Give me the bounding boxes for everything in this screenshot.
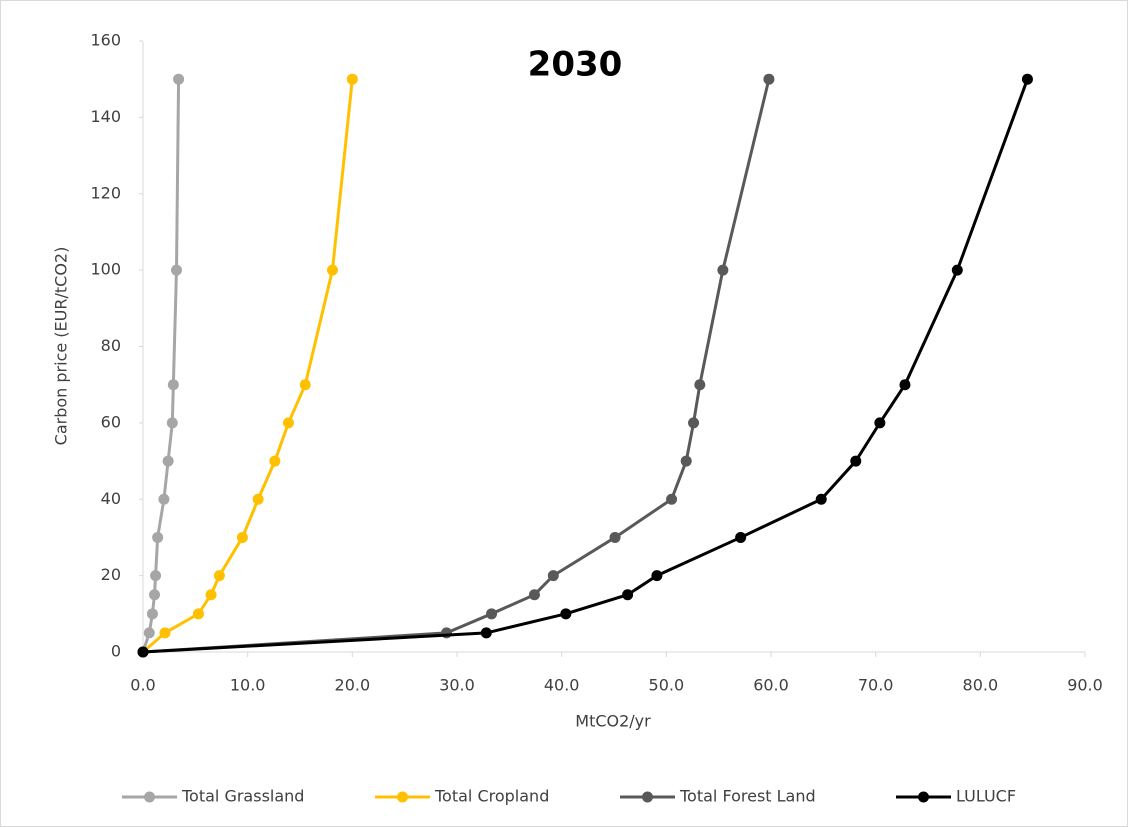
data-point [560,608,572,620]
x-tick-label: 0.0 [130,676,155,695]
series-line [142,78,1029,654]
series-line [142,78,771,654]
y-tick-label: 120 [90,183,121,202]
x-tick-label: 50.0 [649,676,685,695]
legend-marker [918,791,929,803]
data-point [150,570,162,582]
legend-label: Total Cropland [434,787,549,806]
data-point [528,589,540,601]
x-tick-label: 80.0 [963,676,999,695]
data-point [152,531,164,543]
data-point [167,379,179,391]
data-point [735,531,747,543]
data-point [951,264,963,276]
x-tick-label: 70.0 [858,676,894,695]
data-point [146,608,158,620]
data-point [609,531,621,543]
data-point [192,608,204,620]
data-point [166,417,178,429]
data-point [213,570,225,582]
data-point [158,493,170,505]
legend-marker [397,791,408,803]
data-point [173,73,185,85]
x-tick-label: 20.0 [335,676,371,695]
data-point [205,589,217,601]
x-tick-label: 40.0 [544,676,580,695]
y-tick-label: 40 [101,489,121,508]
data-point [326,264,338,276]
x-tick-label: 60.0 [753,676,789,695]
data-point [694,379,706,391]
x-tick-label: 10.0 [230,676,266,695]
data-point [480,627,492,639]
series-line [142,79,354,654]
data-point [666,493,678,505]
y-tick-label: 140 [90,107,121,126]
data-point [159,627,171,639]
data-point [850,455,862,467]
data-point [547,570,559,582]
legend-label: LULUCF [956,787,1016,806]
data-point [486,608,498,620]
data-point [170,264,182,276]
y-tick-label: 0 [111,642,121,661]
legend-label: Total Forest Land [679,787,816,806]
data-point [149,589,161,601]
y-tick-label: 100 [90,260,121,279]
chart-title: 2030 [528,45,623,85]
data-point [688,417,700,429]
y-tick-label: 160 [90,31,121,50]
data-point [282,417,294,429]
x-tick-label: 30.0 [439,676,475,695]
legend-marker [144,791,155,803]
data-point [622,589,634,601]
data-point [899,379,911,391]
data-point [299,379,311,391]
legend-label: Total Grassland [181,787,304,806]
x-axis-label: MtCO2/yr [575,712,651,731]
data-point [815,493,827,505]
data-point [346,73,358,85]
data-point [763,73,775,85]
data-point [717,264,729,276]
x-tick-label: 90.0 [1067,676,1103,695]
y-axis-label: Carbon price (EUR/tCO2) [52,247,71,446]
y-tick-label: 20 [101,565,121,584]
data-point [162,455,174,467]
data-point [651,570,663,582]
data-point [680,455,692,467]
data-point [1021,73,1033,85]
data-point [143,627,155,639]
data-point [137,646,149,658]
y-tick-label: 60 [101,412,121,431]
legend-marker [642,791,653,803]
y-tick-label: 80 [101,336,121,355]
data-point [269,455,281,467]
data-point [252,493,264,505]
data-point [236,531,248,543]
data-point [874,417,886,429]
